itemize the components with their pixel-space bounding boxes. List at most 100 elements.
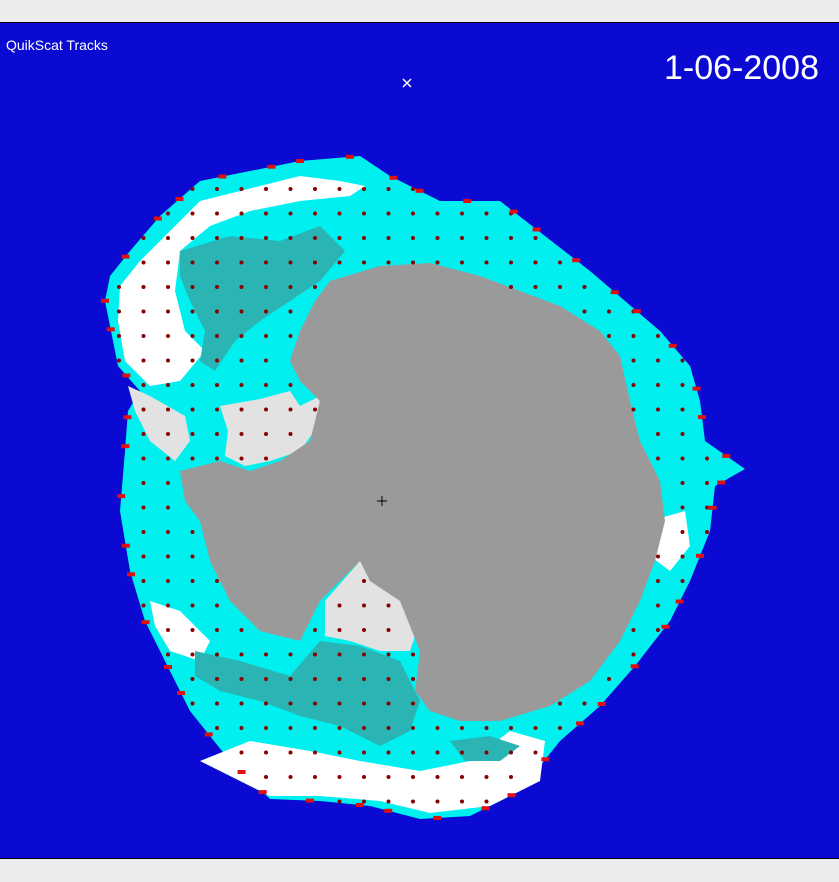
track-point: [582, 701, 587, 706]
track-point: [141, 407, 146, 412]
track-point: [411, 652, 415, 657]
track-point: [313, 407, 317, 412]
track-point: [190, 334, 195, 338]
track-point: [215, 456, 219, 461]
track-point: [190, 530, 195, 534]
track-point: [313, 701, 317, 706]
track-point: [362, 652, 366, 657]
ice-edge-mark: [668, 343, 677, 348]
track-point: [362, 260, 366, 265]
track-point: [166, 505, 170, 510]
track-point: [264, 432, 268, 436]
track-point: [166, 236, 170, 240]
track-point: [386, 236, 391, 240]
track-point: [239, 407, 244, 412]
track-point: [166, 652, 170, 657]
ice-edge-mark: [267, 164, 276, 169]
track-point: [533, 260, 538, 265]
track-point: [313, 628, 317, 632]
track-point: [631, 628, 636, 632]
track-point: [239, 750, 244, 755]
track-point: [631, 652, 636, 657]
track-point: [680, 505, 685, 510]
track-point: [141, 603, 146, 608]
track-point: [215, 334, 219, 338]
track-point: [435, 775, 440, 779]
track-point: [264, 407, 268, 412]
track-point: [190, 579, 195, 583]
track-point: [313, 260, 317, 265]
track-point: [239, 701, 244, 706]
track-point: [166, 579, 170, 583]
track-point: [484, 775, 489, 779]
track-point: [680, 432, 685, 436]
track-point: [362, 701, 366, 706]
track-point: [607, 334, 611, 338]
track-point: [288, 285, 293, 289]
white-ice-southwest: [150, 601, 210, 661]
ice-edge-mark: [121, 543, 130, 548]
track-point: [239, 677, 244, 681]
ice-edge-mark: [389, 175, 398, 180]
track-point: [264, 285, 268, 289]
track-point: [313, 775, 317, 779]
track-point: [190, 187, 195, 191]
track-point: [239, 652, 244, 657]
track-point: [288, 750, 293, 755]
white-ice-west: [118, 176, 365, 386]
track-point: [435, 260, 440, 265]
track-point: [239, 211, 244, 216]
track-point: [166, 285, 170, 289]
track-point: [239, 309, 244, 314]
ice-edge-mark: [661, 624, 670, 629]
track-point: [215, 211, 219, 216]
ice-edge-mark: [507, 793, 516, 798]
track-point: [558, 726, 562, 730]
track-point: [705, 456, 709, 461]
track-point: [190, 701, 195, 706]
track-point: [435, 726, 440, 730]
track-point: [239, 187, 244, 191]
track-point: [190, 603, 195, 608]
ice-edge-mark: [175, 197, 184, 201]
track-point: [631, 334, 636, 338]
track-point: [190, 285, 195, 289]
track-point: [166, 407, 170, 412]
track-point: [386, 701, 391, 706]
ice-edge-mark: [463, 199, 472, 203]
track-point: [215, 432, 219, 436]
track-point: [141, 334, 146, 338]
track-point: [656, 432, 660, 436]
track-point: [680, 579, 685, 583]
track-point: [215, 603, 219, 608]
track-point: [288, 236, 293, 240]
track-point: [680, 530, 685, 534]
ice-edge-mark: [696, 553, 705, 558]
track-point: [166, 481, 170, 485]
ice-edge-mark: [572, 258, 581, 263]
track-point: [215, 309, 219, 314]
track-point: [239, 236, 244, 240]
track-point: [631, 358, 636, 363]
track-point: [141, 456, 146, 461]
track-point: [362, 236, 366, 240]
track-point: [460, 211, 464, 216]
track-point: [215, 726, 219, 730]
ice-edge-mark: [541, 757, 550, 762]
track-point: [313, 726, 317, 730]
quikscat-track-points: [117, 187, 709, 804]
track-point: [264, 677, 268, 681]
track-point: [362, 726, 366, 730]
track-point: [362, 579, 366, 583]
track-point: [509, 726, 513, 730]
ice-edge-mark: [675, 599, 684, 604]
track-point: [141, 236, 146, 240]
track-point: [264, 236, 268, 240]
track-point: [509, 750, 513, 755]
track-point: [264, 187, 268, 191]
track-point: [411, 260, 415, 265]
track-point: [190, 677, 195, 681]
track-point: [411, 750, 415, 755]
track-point: [288, 407, 293, 412]
track-point: [337, 628, 342, 632]
